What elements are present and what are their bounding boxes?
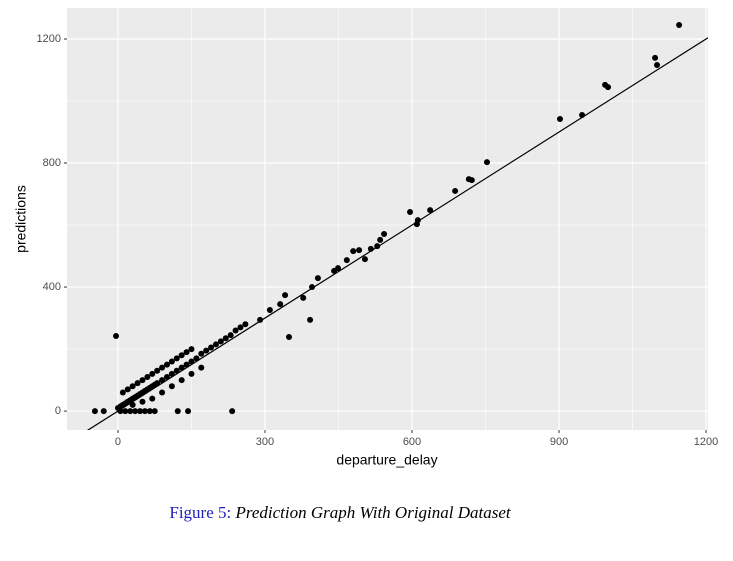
x-tick-label: 1200 xyxy=(694,436,718,448)
point xyxy=(159,364,166,371)
point xyxy=(452,187,459,194)
point xyxy=(407,209,414,216)
point xyxy=(178,352,185,359)
point xyxy=(146,408,153,415)
point xyxy=(300,294,307,301)
y-tick-label: 400 xyxy=(43,281,61,293)
point xyxy=(277,301,284,308)
y-tick-label: 0 xyxy=(55,405,61,417)
point xyxy=(654,62,661,69)
point xyxy=(356,247,363,254)
point xyxy=(198,364,205,371)
point xyxy=(174,408,181,415)
point xyxy=(557,116,564,123)
point xyxy=(242,321,249,328)
x-tick-label: 600 xyxy=(403,436,421,448)
point xyxy=(229,408,236,415)
point xyxy=(232,327,239,334)
y-tick-label: 800 xyxy=(43,157,61,169)
point xyxy=(151,408,158,415)
point xyxy=(208,344,215,351)
point xyxy=(377,236,384,243)
point xyxy=(163,361,170,368)
point xyxy=(144,373,151,380)
point xyxy=(132,408,139,415)
x-tick-label: 900 xyxy=(550,436,568,448)
point xyxy=(350,248,357,255)
point xyxy=(185,408,192,415)
point xyxy=(188,346,195,353)
point xyxy=(168,383,175,390)
caption-label: Figure 5: xyxy=(169,503,231,522)
point xyxy=(149,370,156,377)
x-tick-label: 0 xyxy=(115,436,121,448)
point xyxy=(307,316,314,323)
point xyxy=(129,383,136,390)
point xyxy=(468,177,475,184)
point xyxy=(343,257,350,264)
point xyxy=(141,408,148,415)
point xyxy=(139,398,146,405)
point xyxy=(237,324,244,331)
point xyxy=(159,389,166,396)
point xyxy=(676,22,683,29)
point xyxy=(381,231,388,238)
point xyxy=(127,408,134,415)
grid xyxy=(67,8,708,430)
point xyxy=(198,350,205,357)
point xyxy=(203,347,210,354)
point xyxy=(134,380,141,387)
x-tick-label: 300 xyxy=(256,436,274,448)
point xyxy=(188,370,195,377)
point xyxy=(483,159,490,166)
point xyxy=(227,332,234,339)
point xyxy=(122,408,129,415)
caption: Figure 5: Prediction Graph With Original… xyxy=(169,503,512,522)
point xyxy=(282,292,289,299)
point xyxy=(331,267,338,274)
point xyxy=(117,408,124,415)
point xyxy=(361,256,368,263)
point xyxy=(100,408,107,415)
point xyxy=(652,54,659,61)
point xyxy=(139,377,146,384)
point xyxy=(149,395,156,402)
point xyxy=(605,84,612,91)
point xyxy=(113,333,120,340)
point xyxy=(91,408,98,415)
point xyxy=(137,408,144,415)
point xyxy=(178,377,185,384)
point xyxy=(314,275,321,282)
reference-line xyxy=(86,37,708,430)
point xyxy=(124,386,131,393)
point xyxy=(266,307,273,314)
y-tick-label: 1200 xyxy=(37,33,61,45)
point xyxy=(183,349,190,356)
point xyxy=(212,341,219,348)
points xyxy=(86,22,708,430)
point xyxy=(154,367,161,374)
point xyxy=(222,335,229,342)
point xyxy=(119,389,126,396)
caption-text: Prediction Graph With Original Dataset xyxy=(234,503,511,522)
point xyxy=(173,355,180,362)
y-axis-title: predictions xyxy=(13,185,29,253)
point xyxy=(217,338,224,345)
x-axis-title: departure_delay xyxy=(336,452,437,468)
point xyxy=(285,333,292,340)
point xyxy=(427,207,434,214)
point xyxy=(168,358,175,365)
